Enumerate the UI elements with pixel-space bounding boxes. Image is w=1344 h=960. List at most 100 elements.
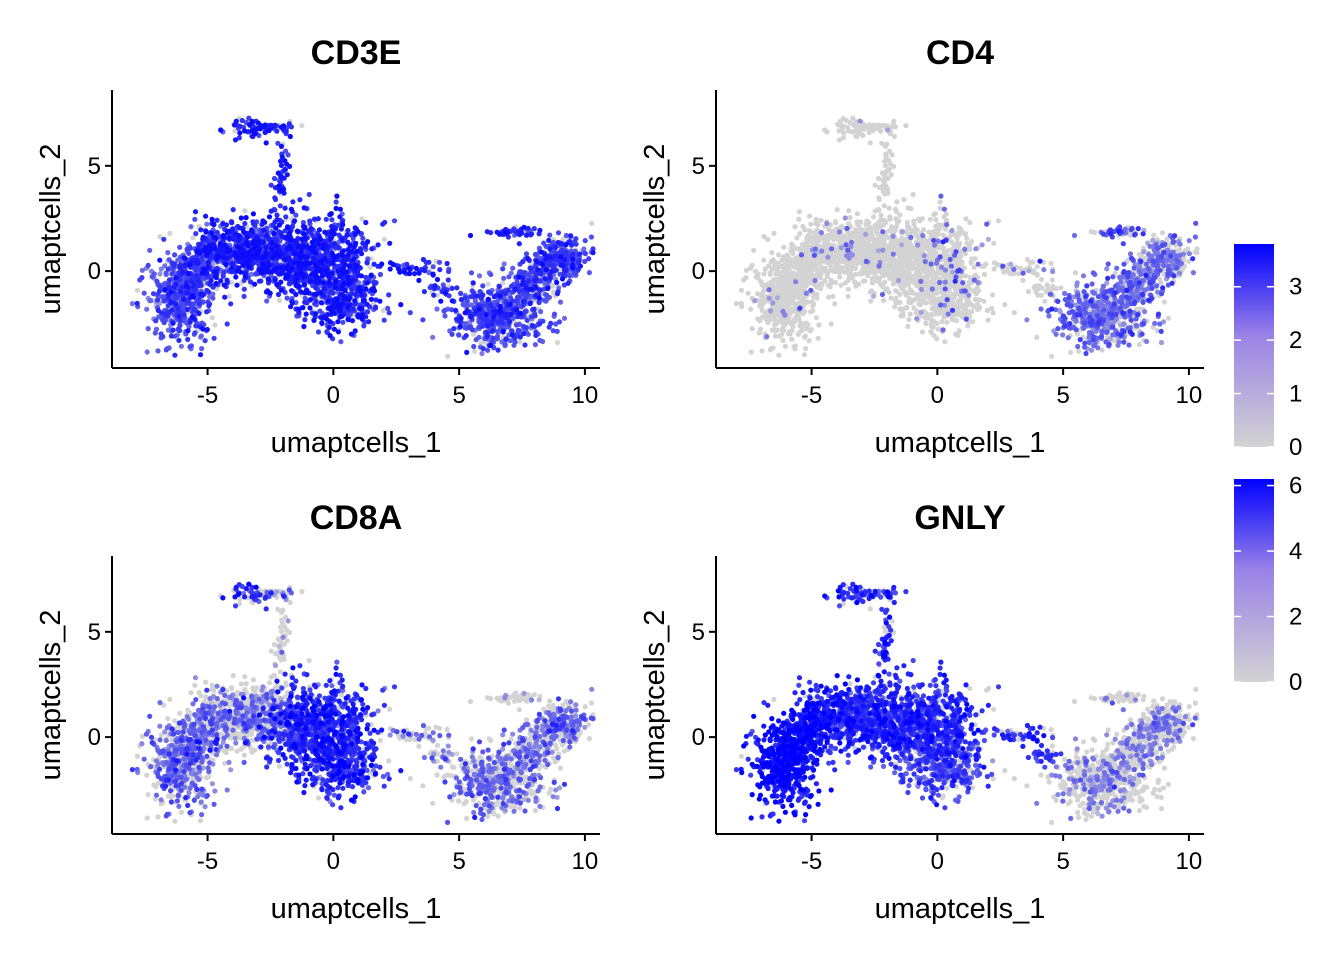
data-point [246, 256, 252, 262]
data-point [490, 335, 496, 341]
data-point [842, 280, 848, 286]
data-point [242, 220, 248, 227]
data-point [299, 123, 305, 129]
data-point [484, 229, 490, 235]
data-point [341, 280, 347, 286]
data-point [543, 256, 549, 262]
data-point [788, 278, 794, 284]
data-point [802, 265, 808, 271]
data-point [472, 348, 478, 354]
data-point [247, 264, 253, 270]
data-point [537, 337, 543, 343]
data-point [558, 254, 564, 260]
data-point [166, 277, 172, 283]
data-point [311, 317, 317, 323]
data-point [854, 211, 861, 217]
data-point [198, 333, 204, 339]
data-point [199, 270, 205, 276]
data-point [224, 277, 230, 283]
data-point [527, 265, 533, 271]
data-point [345, 274, 351, 280]
data-point [181, 296, 187, 302]
data-point [474, 293, 480, 299]
data-point [773, 271, 779, 277]
data-point [542, 276, 548, 282]
data-point [445, 353, 451, 359]
data-point [301, 205, 307, 211]
data-point [237, 254, 243, 260]
data-point [322, 229, 328, 235]
data-point [302, 224, 308, 230]
data-point [814, 284, 820, 290]
data-point [436, 259, 443, 265]
data-point [315, 329, 322, 335]
data-point [241, 286, 247, 292]
data-point [241, 262, 247, 268]
data-point [510, 265, 516, 271]
data-point [356, 285, 362, 291]
data-point [342, 294, 348, 300]
data-point [582, 238, 588, 244]
data-point [181, 312, 187, 318]
data-point [748, 306, 754, 312]
data-point [458, 290, 464, 296]
data-point [206, 289, 212, 295]
data-point [346, 281, 352, 287]
data-point [183, 283, 190, 289]
data-point [806, 338, 812, 344]
data-point [324, 267, 330, 273]
data-point [274, 212, 280, 218]
data-point [513, 307, 520, 313]
data-point [323, 216, 329, 222]
data-point [269, 240, 275, 246]
data-point [456, 332, 462, 338]
data-point [312, 311, 319, 317]
data-point [506, 274, 512, 280]
data-point [870, 214, 877, 220]
data-point [371, 261, 377, 267]
data-point [397, 269, 403, 275]
data-point [834, 207, 840, 213]
data-point [853, 261, 859, 267]
data-point [432, 283, 438, 289]
data-point [361, 298, 367, 304]
data-point [363, 286, 369, 292]
data-point [386, 292, 392, 298]
data-point [278, 271, 284, 277]
data-point [185, 271, 191, 277]
data-point [565, 280, 571, 286]
data-point [261, 254, 267, 260]
data-point [242, 274, 248, 280]
data-point [149, 274, 155, 280]
data-point [469, 327, 475, 333]
data-point [517, 339, 523, 345]
data-point [317, 235, 323, 241]
data-point [570, 256, 576, 262]
data-points [733, 115, 1200, 359]
data-point [460, 302, 466, 308]
data-point [449, 331, 455, 337]
data-point [543, 267, 549, 273]
data-point [868, 229, 874, 235]
data-point [318, 300, 324, 306]
data-point [162, 263, 168, 269]
data-point [345, 316, 351, 322]
data-point [554, 339, 561, 346]
data-point [856, 222, 862, 228]
data-point [221, 269, 227, 275]
data-point [313, 285, 319, 291]
data-point [331, 257, 337, 263]
data-point [317, 290, 324, 296]
data-point [216, 254, 222, 260]
data-point [228, 279, 235, 286]
data-point [905, 323, 911, 330]
data-point [319, 273, 326, 279]
data-point [748, 349, 754, 355]
data-point [462, 310, 468, 316]
data-point [445, 277, 451, 283]
data-point [518, 230, 524, 236]
data-point [252, 254, 258, 260]
data-point [364, 280, 370, 286]
data-point [553, 253, 560, 259]
